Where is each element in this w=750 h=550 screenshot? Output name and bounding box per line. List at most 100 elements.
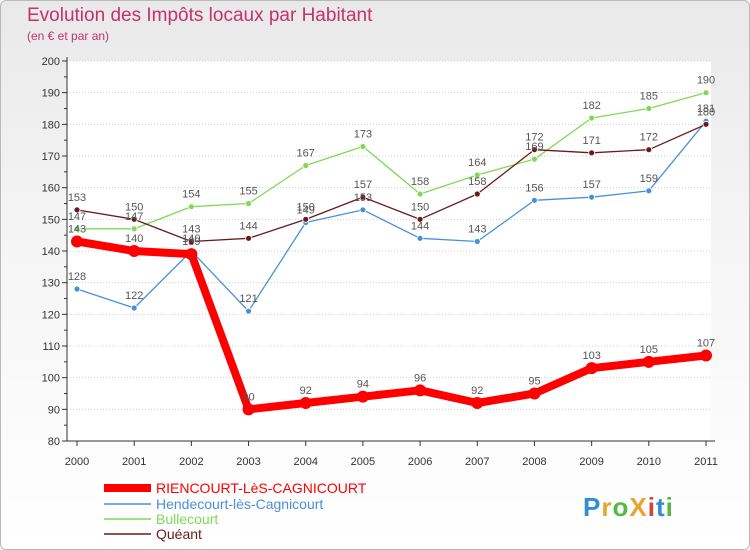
data-point (73, 225, 81, 233)
data-point (359, 143, 367, 150)
data-point (585, 362, 598, 375)
x-tick-label: 2001 (122, 456, 146, 468)
y-tick-label: 160 (42, 183, 60, 195)
data-point (359, 206, 367, 214)
data-label: 95 (528, 376, 540, 388)
data-label: 139 (182, 236, 200, 248)
y-tick-label: 100 (42, 373, 60, 385)
data-label: 144 (411, 220, 429, 232)
data-point (416, 190, 424, 198)
data-point (245, 200, 252, 207)
x-tick-label: 2002 (179, 456, 203, 468)
y-tick-label: 140 (42, 246, 60, 258)
data-point (645, 105, 653, 112)
data-label: 154 (182, 189, 200, 201)
x-tick-label: 2010 (637, 456, 661, 468)
data-label: 143 (468, 224, 486, 236)
data-label: 103 (582, 350, 600, 362)
data-label: 94 (357, 379, 369, 391)
y-tick-label: 150 (42, 214, 60, 226)
data-label: 185 (640, 91, 658, 103)
data-point (473, 171, 481, 179)
data-label: 143 (68, 224, 86, 236)
series-line (73, 237, 710, 414)
legend-label: Hendecourt-lès-Cagnicourt (156, 496, 323, 512)
data-label: 150 (125, 201, 143, 213)
data-point (414, 384, 427, 397)
data-label: 140 (182, 233, 200, 245)
data-point (130, 225, 138, 233)
x-tick-label: 2003 (236, 456, 260, 468)
data-point (185, 248, 198, 261)
chart-subtitle: (en € et par an) (27, 29, 110, 43)
data-label: 147 (125, 211, 143, 223)
data-label: 92 (471, 385, 483, 397)
series-line (76, 92, 707, 230)
data-point (416, 234, 424, 242)
data-point (245, 307, 252, 315)
data-label: 172 (640, 132, 658, 144)
x-tick-label: 2007 (465, 456, 489, 468)
data-point (588, 149, 596, 157)
data-point (645, 187, 653, 195)
data-point (299, 397, 312, 409)
data-point (359, 193, 367, 201)
data-label: 157 (354, 179, 372, 191)
data-label: 122 (125, 290, 143, 302)
data-label: 149 (297, 205, 315, 217)
data-point (531, 196, 538, 204)
legend-label: Bullecourt (156, 511, 218, 527)
y-tick-label: 90 (48, 404, 60, 416)
data-label: 143 (182, 224, 200, 236)
data-point (416, 215, 424, 223)
data-point (471, 397, 484, 409)
logo-letter: i (647, 492, 656, 522)
x-tick-label: 2000 (65, 456, 89, 468)
data-point (187, 203, 195, 211)
data-point (302, 215, 310, 223)
x-tick-label: 2008 (522, 456, 546, 468)
data-point (130, 215, 138, 223)
data-point (242, 403, 255, 416)
logo-letter: i (665, 492, 674, 522)
data-label: 147 (68, 211, 86, 223)
x-tick-label: 2006 (408, 456, 432, 468)
data-label: 182 (582, 100, 600, 112)
data-point (528, 387, 541, 400)
data-label: 153 (68, 192, 86, 204)
data-label: 150 (411, 201, 429, 213)
y-tick-label: 110 (42, 341, 60, 353)
y-tick-label: 130 (42, 278, 60, 290)
data-label: 169 (525, 141, 543, 153)
logo-letter: X (629, 492, 648, 522)
y-tick-label: 170 (42, 151, 60, 163)
series-line (76, 120, 707, 312)
data-label: 140 (125, 233, 143, 245)
y-tick-label: 190 (42, 88, 60, 100)
proxiti-logo: ProXiti (583, 492, 674, 523)
data-label: 171 (582, 135, 600, 147)
data-label: 121 (239, 293, 257, 305)
data-label: 128 (68, 271, 86, 283)
data-label: 172 (525, 132, 543, 144)
y-tick-label: 200 (42, 56, 60, 68)
data-label: 90 (242, 391, 254, 403)
data-label: 158 (468, 176, 486, 188)
data-label: 107 (697, 338, 715, 350)
data-point (588, 114, 596, 122)
data-label: 155 (239, 186, 257, 198)
legend-label: Quéant (156, 526, 202, 542)
data-label: 180 (697, 106, 715, 118)
legend-label: RIENCOURT-LèS-CAGNICOURT (156, 480, 367, 496)
data-label: 105 (640, 344, 658, 356)
data-point (130, 304, 138, 312)
logo-letter: P (583, 492, 602, 522)
x-tick-label: 2004 (293, 456, 317, 468)
x-tick-label: 2009 (579, 456, 603, 468)
data-label: 190 (697, 75, 715, 87)
x-tick-label: 2011 (694, 456, 718, 468)
data-point (302, 162, 310, 169)
data-point (356, 390, 369, 403)
data-point (531, 146, 538, 154)
